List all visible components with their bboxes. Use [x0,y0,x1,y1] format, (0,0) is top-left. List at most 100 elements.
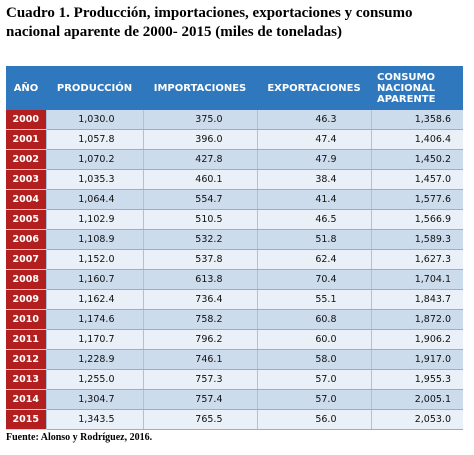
table-row: 2010 1,174.6 758.2 60.8 1,872.0 [6,309,463,330]
cell-exports: 58.0 [257,349,372,370]
cell-consumption: 1,406.4 [371,129,463,150]
cell-year: 2010 [6,309,47,330]
cell-year: 2006 [6,229,47,250]
cell-production: 1,343.5 [46,409,144,430]
header-row: AÑO PRODUCCIÓN IMPORTACIONES EXPORTACION… [6,66,463,110]
cell-exports: 55.1 [257,289,372,310]
cell-consumption: 1,457.0 [371,169,463,190]
cell-year: 2007 [6,249,47,270]
cell-consumption: 1,955.3 [371,369,463,390]
cell-year: 2008 [6,269,47,290]
table-row: 2005 1,102.9 510.5 46.5 1,566.9 [6,209,463,230]
header-production: PRODUCCIÓN [46,66,143,110]
table-row: 2009 1,162.4 736.4 55.1 1,843.7 [6,289,463,310]
cell-consumption: 1,843.7 [371,289,463,310]
table-row: 2014 1,304.7 757.4 57.0 2,005.1 [6,389,463,410]
cell-production: 1,174.6 [46,309,144,330]
cell-consumption: 1,627.3 [371,249,463,270]
header-consumption: CONSUMO NACIONAL APARENTE [371,66,463,110]
cell-imports: 460.1 [143,169,258,190]
cell-consumption: 1,917.0 [371,349,463,370]
cell-production: 1,255.0 [46,369,144,390]
cell-imports: 757.3 [143,369,258,390]
cell-production: 1,057.8 [46,129,144,150]
cell-consumption: 1,566.9 [371,209,463,230]
cell-imports: 765.5 [143,409,258,430]
cell-exports: 57.0 [257,389,372,410]
cell-consumption: 1,577.6 [371,189,463,210]
data-table: AÑO PRODUCCIÓN IMPORTACIONES EXPORTACION… [6,66,463,430]
cell-imports: 532.2 [143,229,258,250]
table-row: 2006 1,108.9 532.2 51.8 1,589.3 [6,229,463,250]
cell-year: 2011 [6,329,47,350]
table-row: 2008 1,160.7 613.8 70.4 1,704.1 [6,269,463,290]
cell-consumption: 1,704.1 [371,269,463,290]
cell-imports: 537.8 [143,249,258,270]
cell-consumption: 1,589.3 [371,229,463,250]
cell-exports: 60.8 [257,309,372,330]
cell-exports: 47.4 [257,129,372,150]
cell-exports: 62.4 [257,249,372,270]
cell-exports: 46.5 [257,209,372,230]
table-row: 2015 1,343.5 765.5 56.0 2,053.0 [6,409,463,430]
cell-production: 1,070.2 [46,149,144,170]
cell-year: 2002 [6,149,47,170]
source-note: Fuente: Alonso y Rodríguez, 2016. [6,432,153,443]
cell-production: 1,152.0 [46,249,144,270]
cell-imports: 427.8 [143,149,258,170]
cell-imports: 396.0 [143,129,258,150]
cell-production: 1,304.7 [46,389,144,410]
cell-consumption: 1,450.2 [371,149,463,170]
cell-production: 1,108.9 [46,229,144,250]
header-imports: IMPORTACIONES [143,66,257,110]
cell-production: 1,170.7 [46,329,144,350]
cell-production: 1,064.4 [46,189,144,210]
cell-production: 1,035.3 [46,169,144,190]
cell-imports: 746.1 [143,349,258,370]
cell-exports: 51.8 [257,229,372,250]
cell-production: 1,228.9 [46,349,144,370]
cell-year: 2004 [6,189,47,210]
cell-production: 1,102.9 [46,209,144,230]
table-row: 2003 1,035.3 460.1 38.4 1,457.0 [6,169,463,190]
cell-imports: 757.4 [143,389,258,410]
table-title: Cuadro 1. Producción, importaciones, exp… [6,5,413,40]
table-row: 2001 1,057.8 396.0 47.4 1,406.4 [6,129,463,150]
cell-consumption: 2,053.0 [371,409,463,430]
cell-imports: 613.8 [143,269,258,290]
cell-imports: 758.2 [143,309,258,330]
cell-year: 2005 [6,209,47,230]
cell-consumption: 2,005.1 [371,389,463,410]
table-row: 2002 1,070.2 427.8 47.9 1,450.2 [6,149,463,170]
cell-consumption: 1,872.0 [371,309,463,330]
cell-year: 2012 [6,349,47,370]
cell-exports: 46.3 [257,110,372,130]
table-row: 2011 1,170.7 796.2 60.0 1,906.2 [6,329,463,350]
cell-year: 2014 [6,389,47,410]
cell-exports: 47.9 [257,149,372,170]
table-body: 2000 1,030.0 375.0 46.3 1,358.6 2001 1,057.8 39… [6,110,463,430]
table-row: 2004 1,064.4 554.7 41.4 1,577.6 [6,189,463,210]
cell-production: 1,162.4 [46,289,144,310]
table-row: 2000 1,030.0 375.0 46.3 1,358.6 [6,110,463,130]
cell-production: 1,030.0 [46,110,144,130]
cell-exports: 60.0 [257,329,372,350]
header-exports: EXPORTACIONES [257,66,371,110]
cell-imports: 554.7 [143,189,258,210]
cell-exports: 56.0 [257,409,372,430]
table-row: 2013 1,255.0 757.3 57.0 1,955.3 [6,369,463,390]
cell-year: 2013 [6,369,47,390]
cell-exports: 57.0 [257,369,372,390]
cell-imports: 796.2 [143,329,258,350]
cell-year: 2003 [6,169,47,190]
cell-imports: 375.0 [143,110,258,130]
cell-consumption: 1,358.6 [371,110,463,130]
cell-year: 2000 [6,110,47,130]
cell-imports: 736.4 [143,289,258,310]
cell-year: 2001 [6,129,47,150]
cell-exports: 41.4 [257,189,372,210]
cell-consumption: 1,906.2 [371,329,463,350]
cell-exports: 38.4 [257,169,372,190]
header-year: AÑO [6,66,46,110]
